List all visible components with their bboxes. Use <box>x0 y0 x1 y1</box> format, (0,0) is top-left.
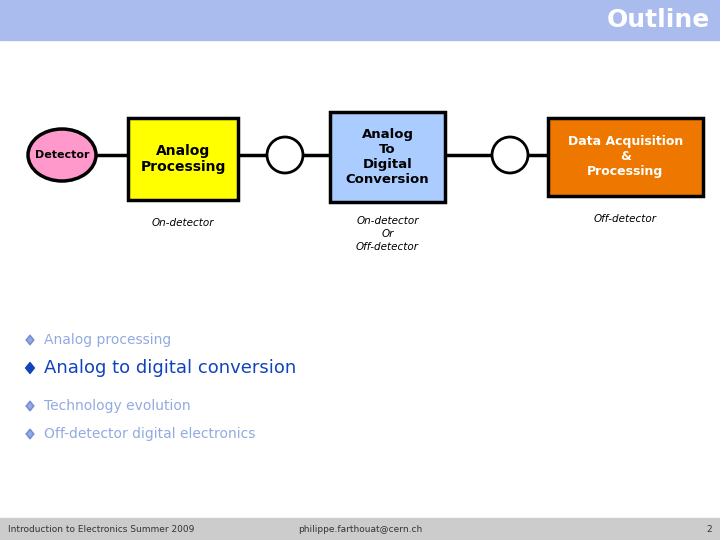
Text: Analog processing: Analog processing <box>44 333 171 347</box>
Text: Data Acquisition
&
Processing: Data Acquisition & Processing <box>568 136 683 179</box>
Text: philippe.farthouat@cern.ch: philippe.farthouat@cern.ch <box>298 524 422 534</box>
Text: Analog to digital conversion: Analog to digital conversion <box>44 359 296 377</box>
Bar <box>0 518 720 540</box>
Bar <box>128 118 238 200</box>
Text: Off-detector digital electronics: Off-detector digital electronics <box>44 427 256 441</box>
Text: Analog
Processing: Analog Processing <box>140 144 225 174</box>
Circle shape <box>492 137 528 173</box>
Text: Outline: Outline <box>607 8 710 32</box>
Text: Off-detector: Off-detector <box>594 214 657 224</box>
Text: Technology evolution: Technology evolution <box>44 399 191 413</box>
Circle shape <box>267 137 303 173</box>
Polygon shape <box>26 429 34 439</box>
Ellipse shape <box>28 129 96 181</box>
Text: 2: 2 <box>706 524 712 534</box>
Bar <box>0 0 720 40</box>
Polygon shape <box>26 362 35 374</box>
Polygon shape <box>26 335 34 345</box>
Bar <box>548 118 703 196</box>
Text: Introduction to Electronics Summer 2009: Introduction to Electronics Summer 2009 <box>8 524 194 534</box>
Bar <box>330 112 445 202</box>
Polygon shape <box>26 401 34 411</box>
Text: Detector: Detector <box>35 150 89 160</box>
Text: Analog
To
Digital
Conversion: Analog To Digital Conversion <box>346 128 429 186</box>
Text: On-detector: On-detector <box>152 218 215 228</box>
Text: On-detector
Or
Off-detector: On-detector Or Off-detector <box>356 216 419 252</box>
